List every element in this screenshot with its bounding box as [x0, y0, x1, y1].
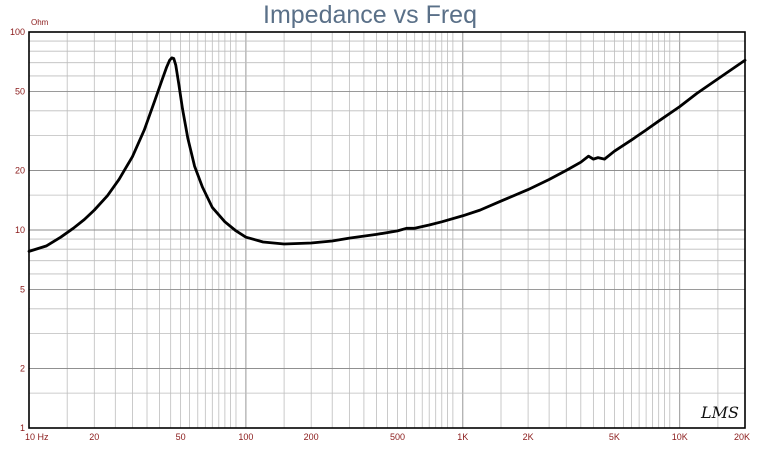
y-tick-label: 1 — [20, 423, 25, 433]
lms-logo: LMS — [700, 403, 739, 422]
plot-frame — [28, 31, 746, 429]
grid — [28, 32, 746, 428]
x-tick-label: 10 Hz — [25, 432, 49, 442]
x-tick-label: 500 — [390, 432, 405, 442]
y-axis-label: Ohm — [31, 18, 49, 27]
x-tick-label: 20K — [734, 432, 750, 442]
x-tick-label: 1K — [457, 432, 468, 442]
y-tick-label: 100 — [10, 27, 25, 37]
y-tick-labels: 1 2 5 10 20 50 100 — [10, 27, 25, 433]
y-tick-label: 2 — [20, 363, 25, 373]
x-tick-label: 5K — [609, 432, 620, 442]
x-tick-label: 50 — [176, 432, 186, 442]
y-tick-label: 20 — [15, 165, 25, 175]
y-tick-label: 50 — [15, 87, 25, 97]
x-tick-label: 10K — [672, 432, 688, 442]
x-tick-labels: 10 Hz 20 50 100 200 500 1K 2K 5K 10K 20K — [25, 432, 750, 442]
x-tick-label: 20 — [89, 432, 99, 442]
chart-title: Impedance vs Freq — [263, 1, 477, 29]
impedance-curve — [27, 56, 747, 253]
x-tick-label: 100 — [238, 432, 253, 442]
x-tick-label: 200 — [304, 432, 319, 442]
y-tick-label: 5 — [20, 285, 25, 295]
y-tick-label: 10 — [15, 225, 25, 235]
x-tick-label: 2K — [523, 432, 534, 442]
